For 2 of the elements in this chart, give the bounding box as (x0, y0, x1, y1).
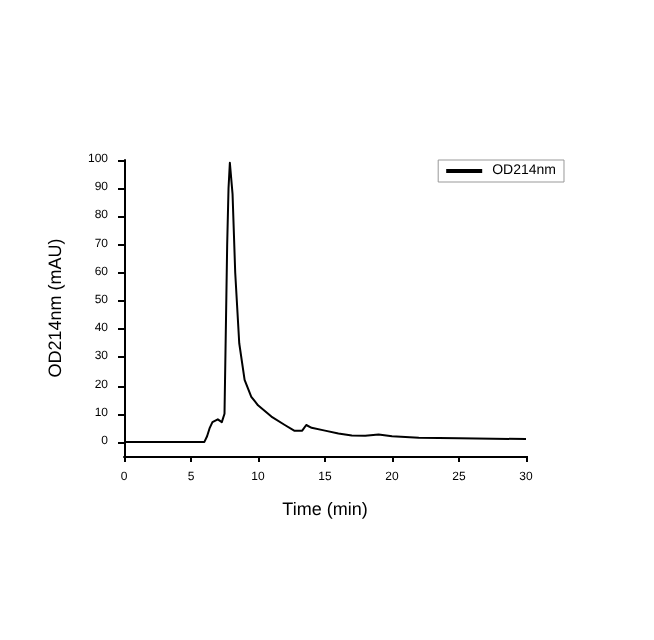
y-axis-title: OD214nm (mAU) (45, 238, 65, 378)
x-axis-title: Time (min) (282, 499, 368, 519)
